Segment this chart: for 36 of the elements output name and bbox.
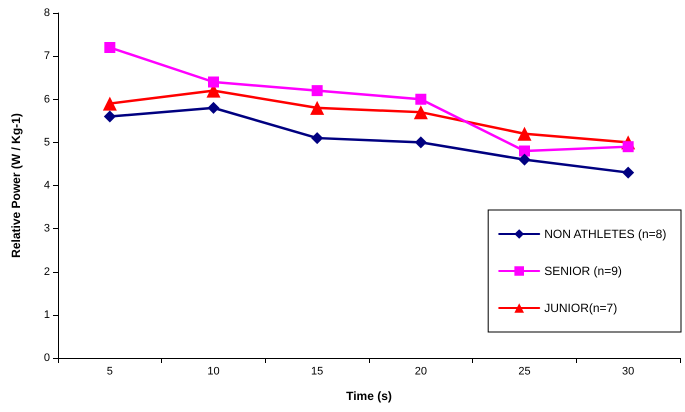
point	[415, 94, 426, 105]
point	[311, 132, 324, 144]
y-tick-label: 2	[44, 266, 50, 278]
x-axis-title: Time (s)	[346, 389, 392, 403]
y-tick-label: 3	[44, 222, 50, 235]
point	[622, 166, 634, 179]
x-tick-label: 15	[311, 366, 324, 378]
legend-label: JUNIOR(n=7)	[544, 301, 618, 315]
x-tick-label: 5	[106, 366, 113, 378]
point	[208, 102, 220, 114]
y-tick-label: 1	[44, 308, 50, 321]
point	[310, 100, 324, 115]
point	[622, 141, 634, 152]
y-tick-label: 5	[44, 136, 50, 148]
point	[414, 105, 428, 120]
x-tick-label: 25	[518, 366, 531, 378]
point	[518, 154, 530, 166]
legend-label: SENIOR (n=9)	[544, 264, 622, 278]
x-tick-label: 10	[207, 366, 220, 378]
point	[312, 85, 323, 96]
point	[208, 76, 219, 88]
point	[102, 96, 117, 111]
y-tick-label: 4	[44, 180, 50, 192]
point	[104, 110, 116, 122]
y-tick-label: 0	[44, 352, 50, 364]
y-tick-label: 6	[44, 93, 50, 106]
y-axis-title: Relative Power (W / Kg-1)	[9, 113, 23, 258]
point	[518, 126, 532, 141]
y-tick-label: 7	[44, 50, 50, 62]
legend-label: NON ATHLETES (n=8)	[544, 227, 666, 241]
point	[519, 146, 530, 156]
x-tick-label: 30	[622, 366, 634, 378]
y-tick-label: 8	[44, 7, 50, 19]
x-tick-label: 20	[414, 366, 427, 378]
point	[414, 136, 427, 148]
point	[104, 42, 116, 53]
